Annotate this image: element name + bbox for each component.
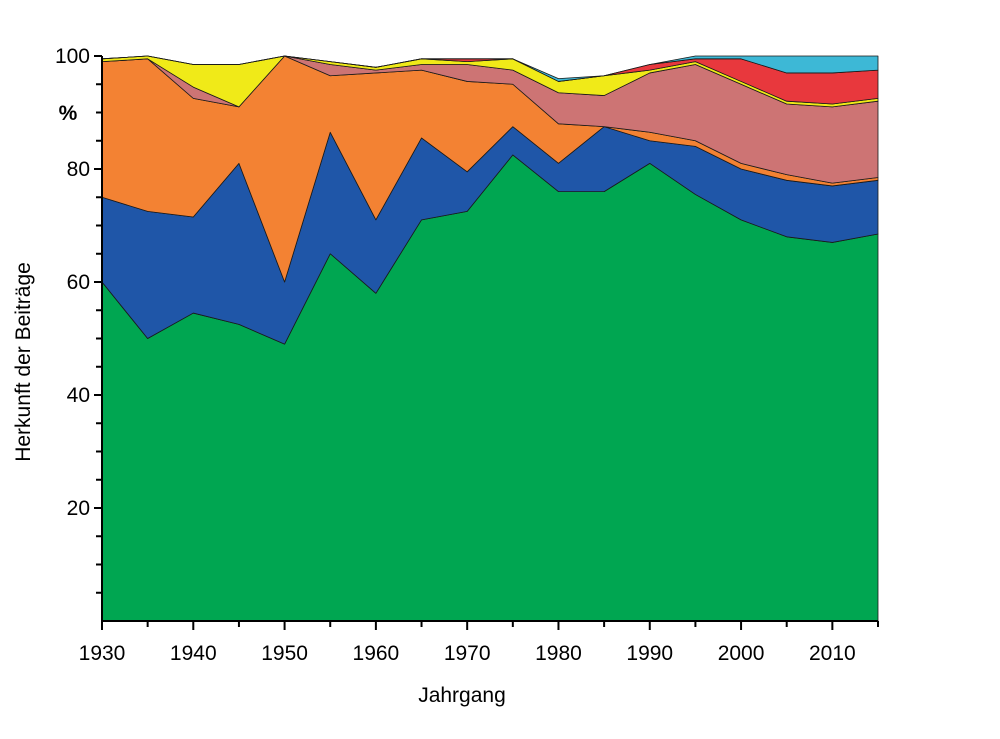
x-tick-label: 1980 <box>535 642 582 665</box>
axes-group: 20 40 60 80 100 1930 1940 1950 1960 1970 1980 1990… <box>55 45 879 665</box>
y-axis-title: Herkunft der Beiträge <box>12 262 35 462</box>
y-unit-label: % <box>59 102 78 125</box>
area-series-7 <box>101 55 879 82</box>
area-series-group <box>101 55 879 622</box>
x-tick-label: 1940 <box>170 642 217 665</box>
x-tick-label: 2000 <box>718 642 765 665</box>
y-tick-label: 40 <box>67 384 90 407</box>
y-tick-label: 20 <box>67 497 90 520</box>
x-tick-label: 1970 <box>444 642 491 665</box>
y-tick-label: 60 <box>67 271 90 294</box>
x-axis-title: Jahrgang <box>418 684 506 707</box>
x-ticks-group: 1930 1940 1950 1960 1970 1980 1990 2000 2010 <box>79 621 879 665</box>
x-tick-label: 1990 <box>626 642 673 665</box>
x-tick-label: 2010 <box>809 642 856 665</box>
y-tick-label: 80 <box>67 158 90 181</box>
y-ticks-group: 20 40 60 80 100 <box>55 45 102 594</box>
x-tick-label: 1960 <box>353 642 400 665</box>
y-tick-label: 100 <box>55 45 90 68</box>
x-tick-label: 1950 <box>261 642 308 665</box>
x-tick-label: 1930 <box>79 642 126 665</box>
